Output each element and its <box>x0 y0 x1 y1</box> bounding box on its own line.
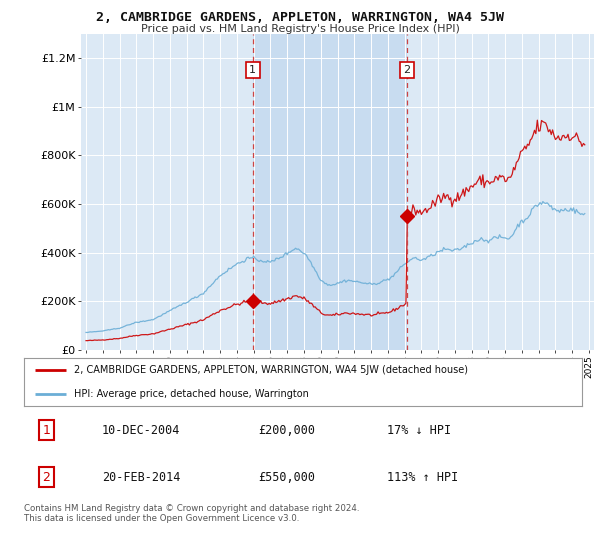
Text: 1: 1 <box>43 423 50 437</box>
Text: 2, CAMBRIDGE GARDENS, APPLETON, WARRINGTON, WA4 5JW (detached house): 2, CAMBRIDGE GARDENS, APPLETON, WARRINGT… <box>74 365 468 375</box>
Bar <box>253 34 407 350</box>
Text: 17% ↓ HPI: 17% ↓ HPI <box>387 423 451 437</box>
Text: 2, CAMBRIDGE GARDENS, APPLETON, WARRINGTON, WA4 5JW: 2, CAMBRIDGE GARDENS, APPLETON, WARRINGT… <box>96 11 504 24</box>
Text: HPI: Average price, detached house, Warrington: HPI: Average price, detached house, Warr… <box>74 389 309 399</box>
Text: 10-DEC-2004: 10-DEC-2004 <box>102 423 181 437</box>
Text: Contains HM Land Registry data © Crown copyright and database right 2024.
This d: Contains HM Land Registry data © Crown c… <box>24 504 359 524</box>
Text: 1: 1 <box>249 65 256 75</box>
Text: 113% ↑ HPI: 113% ↑ HPI <box>387 470 458 484</box>
Text: £200,000: £200,000 <box>259 423 316 437</box>
Text: £550,000: £550,000 <box>259 470 316 484</box>
Text: 20-FEB-2014: 20-FEB-2014 <box>102 470 181 484</box>
Text: 2: 2 <box>43 470 50 484</box>
Text: Price paid vs. HM Land Registry's House Price Index (HPI): Price paid vs. HM Land Registry's House … <box>140 24 460 34</box>
Text: 2: 2 <box>403 65 410 75</box>
